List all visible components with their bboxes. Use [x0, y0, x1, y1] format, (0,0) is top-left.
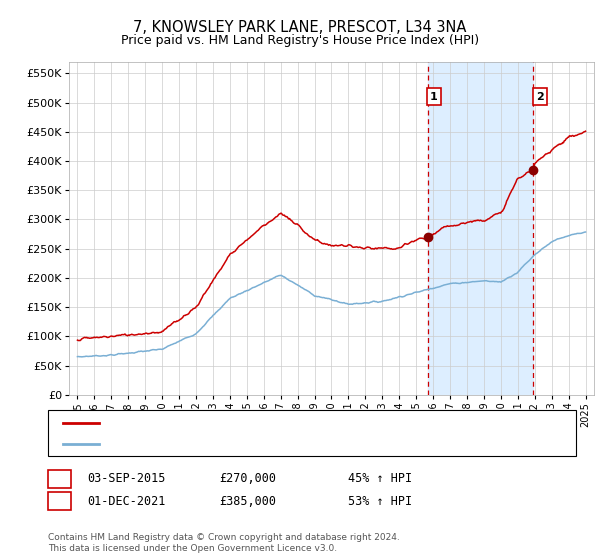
Text: 7, KNOWSLEY PARK LANE, PRESCOT, L34 3NA: 7, KNOWSLEY PARK LANE, PRESCOT, L34 3NA	[133, 20, 467, 35]
Text: 1: 1	[430, 92, 438, 102]
Text: 01-DEC-2021: 01-DEC-2021	[87, 494, 166, 508]
Text: Contains HM Land Registry data © Crown copyright and database right 2024.
This d: Contains HM Land Registry data © Crown c…	[48, 533, 400, 553]
Text: 03-SEP-2015: 03-SEP-2015	[87, 472, 166, 486]
Text: 2: 2	[56, 494, 63, 508]
Text: £385,000: £385,000	[219, 494, 276, 508]
Text: HPI: Average price, detached house, Knowsley: HPI: Average price, detached house, Know…	[105, 439, 380, 449]
Bar	[428, 62, 533, 395]
Text: 7, KNOWSLEY PARK LANE, PRESCOT, L34 3NA (detached house): 7, KNOWSLEY PARK LANE, PRESCOT, L34 3NA …	[105, 418, 455, 428]
Text: £270,000: £270,000	[219, 472, 276, 486]
Text: 45% ↑ HPI: 45% ↑ HPI	[348, 472, 412, 486]
Text: Price paid vs. HM Land Registry's House Price Index (HPI): Price paid vs. HM Land Registry's House …	[121, 34, 479, 46]
Text: 53% ↑ HPI: 53% ↑ HPI	[348, 494, 412, 508]
Text: 2: 2	[536, 92, 544, 102]
Text: 1: 1	[56, 472, 63, 486]
